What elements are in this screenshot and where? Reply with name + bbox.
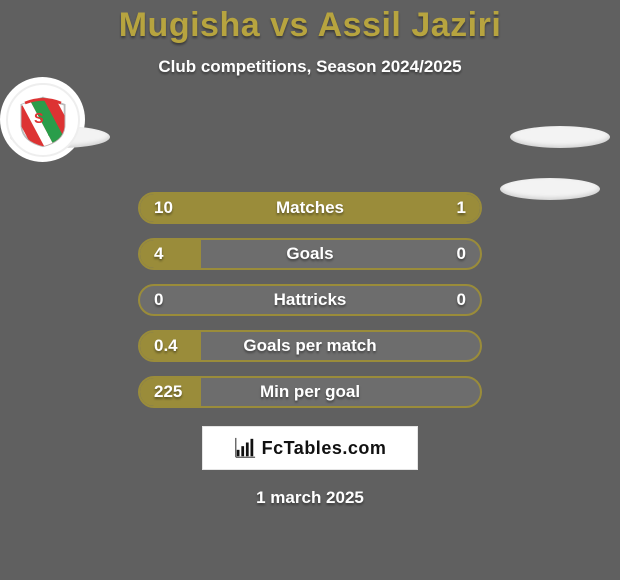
shield-icon: S T <box>16 94 70 148</box>
branding-text: FcTables.com <box>262 438 387 459</box>
stat-label: Matches <box>140 198 480 218</box>
stat-value-right: 0 <box>457 244 466 264</box>
comparison-infographic: Mugisha vs Assil Jaziri Club competition… <box>0 0 620 580</box>
stat-row: 225Min per goal <box>138 376 482 408</box>
chart-bar-icon <box>234 437 256 459</box>
stat-label: Hattricks <box>140 290 480 310</box>
crest-icon: S T <box>6 83 80 157</box>
stat-row: 0.4Goals per match <box>138 330 482 362</box>
stat-row: 4Goals0 <box>138 238 482 270</box>
stat-row: 0Hattricks0 <box>138 284 482 316</box>
team-right-logo-placeholder-1 <box>510 126 610 148</box>
svg-text:T: T <box>44 123 53 139</box>
stat-value-right: 1 <box>457 198 466 218</box>
branding-badge[interactable]: FcTables.com <box>202 426 418 470</box>
page-subtitle: Club competitions, Season 2024/2025 <box>0 57 620 77</box>
vs-separator: vs <box>270 6 309 44</box>
player-left-name: Mugisha <box>119 6 260 44</box>
stats-container: 10Matches14Goals00Hattricks00.4Goals per… <box>0 192 620 408</box>
stat-value-right: 0 <box>457 290 466 310</box>
stat-label: Goals <box>140 244 480 264</box>
stat-row: 10Matches1 <box>138 192 482 224</box>
page-title: Mugisha vs Assil Jaziri <box>0 0 620 45</box>
dateline: 1 march 2025 <box>0 488 620 508</box>
svg-text:S: S <box>34 111 44 127</box>
team-left-crest: S T <box>0 77 85 162</box>
stat-label: Goals per match <box>140 336 480 356</box>
player-right-name: Assil Jaziri <box>318 6 502 44</box>
stat-label: Min per goal <box>140 382 480 402</box>
